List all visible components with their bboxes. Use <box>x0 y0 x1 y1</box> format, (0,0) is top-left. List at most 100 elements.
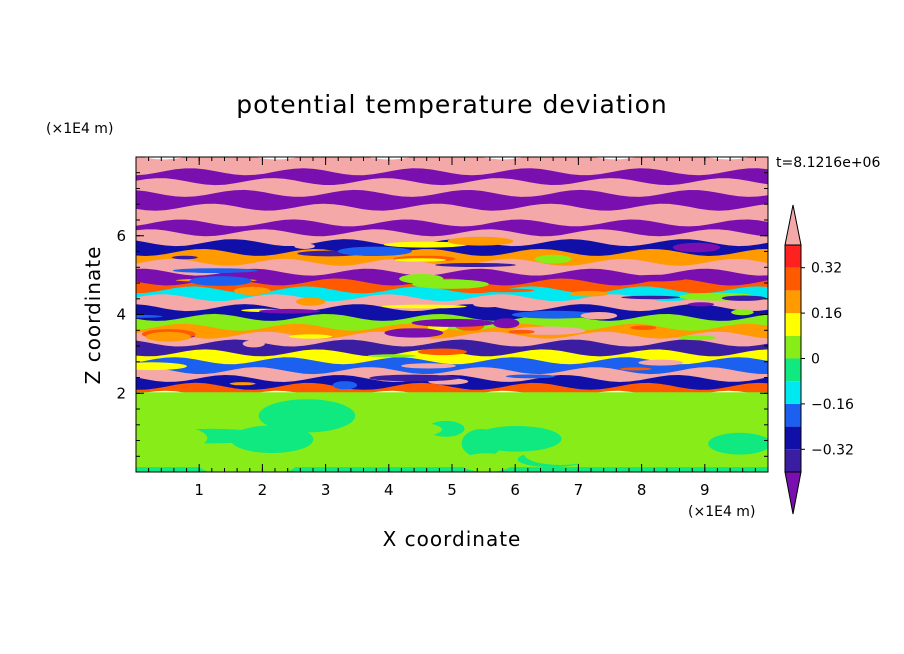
contour-patch <box>629 274 688 282</box>
contour-band <box>136 203 768 229</box>
colorbar-label: −0.16 <box>811 397 854 413</box>
colorbar-segment <box>785 449 801 472</box>
y-tick-label: 2 <box>116 384 126 402</box>
colorbar-segment <box>785 426 801 450</box>
contour-patch <box>452 345 498 350</box>
colorbar: 0.32 0.16 0 −0.16 −0.32 <box>784 204 854 515</box>
colorbar-label: 0.16 <box>811 306 842 322</box>
contour-patch <box>401 363 456 369</box>
y-tick-label: 6 <box>116 227 126 245</box>
contour-patch <box>233 286 271 295</box>
contour-patch <box>296 297 326 306</box>
colorbar-segment <box>785 358 801 382</box>
contour-patch <box>294 243 315 249</box>
contour-patch <box>688 302 715 307</box>
contour-patch <box>381 304 467 309</box>
colorbar-segment <box>785 245 801 268</box>
contour-patch <box>412 279 489 289</box>
x-tick-label: 3 <box>321 481 331 499</box>
contour-patch <box>171 255 198 260</box>
contour-patch <box>189 276 252 286</box>
contour-patch <box>508 329 535 334</box>
contour-patch <box>369 374 460 382</box>
contour-patch <box>145 331 191 342</box>
contour-patch <box>447 236 514 246</box>
x-unit-label: (×1E4 m) <box>688 504 755 520</box>
contour-patch <box>731 309 754 316</box>
contour-patch <box>677 397 766 423</box>
contour-patch <box>638 359 684 366</box>
contour-patch <box>511 310 597 319</box>
contour-patch <box>242 340 265 348</box>
contour-band <box>136 268 768 288</box>
contour-patch <box>332 381 358 390</box>
x-tick-label: 8 <box>637 481 647 499</box>
contour-patch <box>417 348 467 356</box>
colorbar-label: −0.32 <box>811 442 854 458</box>
colorbar-segment <box>785 290 801 314</box>
contour-patch <box>493 318 520 329</box>
x-axis-label: X coordinate <box>383 527 522 551</box>
contour-patch <box>708 432 768 455</box>
contour-patch <box>229 382 256 386</box>
x-axis: 1 2 3 4 5 6 7 8 9 <box>148 157 769 499</box>
colorbar-segment <box>785 381 801 404</box>
y-axis: 2 4 6 <box>116 172 768 457</box>
x-tick-label: 7 <box>574 481 584 499</box>
contour-patch <box>341 426 376 459</box>
colorbar-label: 0 <box>811 352 820 368</box>
time-label: t=8.1216e+06 <box>776 155 880 171</box>
plot-area <box>136 157 768 472</box>
contour-patch <box>360 421 442 438</box>
x-tick-label: 4 <box>384 481 394 499</box>
contour-band <box>136 168 768 188</box>
contour-patch <box>473 301 503 308</box>
contour-patch <box>258 308 320 314</box>
colorbar-extend-min <box>784 471 802 515</box>
contour-patch <box>619 367 652 371</box>
contour-patch <box>621 295 681 300</box>
contour-patch <box>678 335 717 341</box>
colorbar-segment <box>785 313 801 336</box>
contour-patch <box>518 364 587 369</box>
contour-band <box>136 157 768 178</box>
contour-patch <box>472 426 562 452</box>
contour-patch <box>383 241 468 248</box>
contour-patch <box>505 374 555 379</box>
contour-band <box>136 258 768 278</box>
contour-patch <box>435 263 516 267</box>
contour-patch <box>381 401 446 422</box>
colorbar-label: 0.32 <box>811 261 842 277</box>
contour-patch <box>411 318 496 327</box>
x-tick-label: 1 <box>194 481 204 499</box>
colorbar-segment <box>785 403 801 427</box>
colorbar-extend-max <box>784 204 802 246</box>
contour-patch <box>136 362 187 371</box>
contour-patch <box>721 295 766 301</box>
x-tick-label: 5 <box>447 481 457 499</box>
contour-band <box>136 382 768 398</box>
contour-patch <box>630 325 657 330</box>
contour-patch <box>478 288 535 293</box>
contour-patch <box>459 453 514 472</box>
contour-patch <box>230 425 314 454</box>
contour-patch <box>258 399 356 433</box>
contour-patch <box>367 354 416 358</box>
contour-patch <box>569 290 609 297</box>
contour-patch <box>136 425 208 451</box>
contour-patch <box>136 314 163 318</box>
contour-band <box>136 229 768 249</box>
y-tick-label: 4 <box>116 306 126 324</box>
contour-patch <box>172 268 258 273</box>
chart-title: potential temperature deviation <box>236 90 667 119</box>
contour-band <box>136 286 768 304</box>
x-tick-label: 9 <box>700 481 710 499</box>
contour-band <box>136 349 768 367</box>
contour-patch <box>672 242 721 253</box>
x-tick-label: 6 <box>510 481 520 499</box>
contour-patch <box>580 312 618 320</box>
colorbar-segment <box>785 267 801 291</box>
y-unit-label: (×1E4 m) <box>46 121 113 137</box>
contour-patch <box>288 334 333 339</box>
